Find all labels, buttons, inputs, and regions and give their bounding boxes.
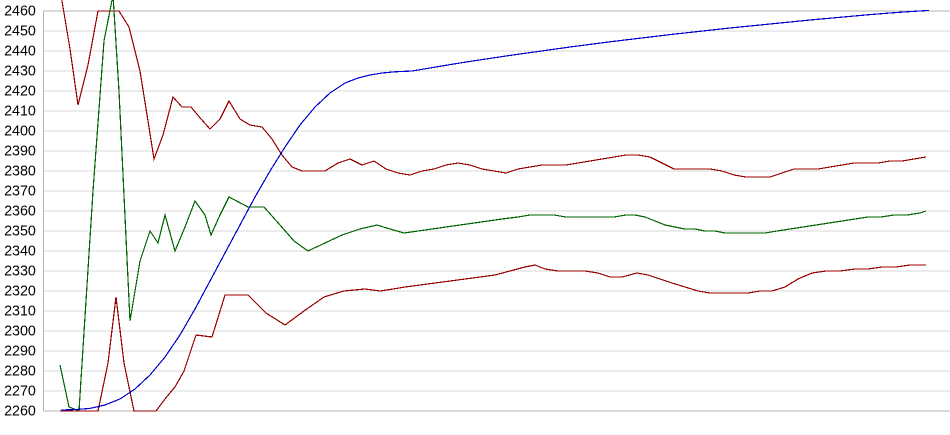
- svg-text:2310: 2310: [4, 304, 36, 320]
- svg-text:2440: 2440: [4, 44, 36, 60]
- svg-text:2400: 2400: [4, 124, 36, 140]
- svg-text:2450: 2450: [4, 24, 36, 40]
- svg-text:2280: 2280: [4, 364, 36, 380]
- svg-text:2360: 2360: [4, 204, 36, 220]
- svg-text:2430: 2430: [4, 64, 36, 80]
- svg-text:2290: 2290: [4, 344, 36, 360]
- svg-text:2330: 2330: [4, 264, 36, 280]
- svg-text:2340: 2340: [4, 244, 36, 260]
- svg-text:2350: 2350: [4, 224, 36, 240]
- svg-text:2320: 2320: [4, 284, 36, 300]
- svg-text:2370: 2370: [4, 184, 36, 200]
- svg-text:2270: 2270: [4, 384, 36, 400]
- svg-text:2380: 2380: [4, 164, 36, 180]
- svg-text:2460: 2460: [4, 4, 36, 20]
- svg-text:2300: 2300: [4, 324, 36, 340]
- svg-text:2410: 2410: [4, 104, 36, 120]
- svg-text:2390: 2390: [4, 144, 36, 160]
- svg-text:2260: 2260: [4, 404, 36, 420]
- svg-text:2420: 2420: [4, 84, 36, 100]
